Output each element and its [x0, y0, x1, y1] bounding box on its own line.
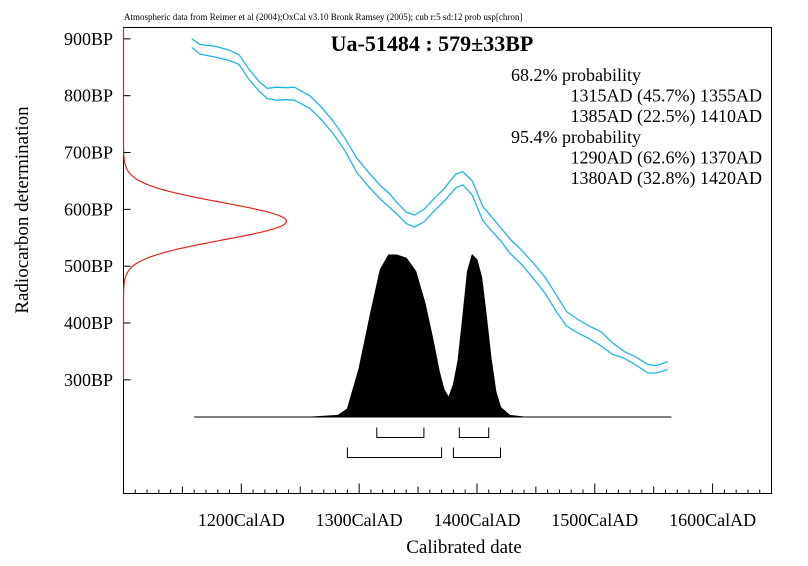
x-tick-label: 1400CalAD	[433, 510, 520, 530]
annotation-line: 95.4% probability	[511, 127, 641, 147]
y-tick-label: 600BP	[64, 199, 113, 219]
range-68-bracket	[376, 427, 425, 438]
calibration-curve-lower	[191, 46, 668, 374]
y-axis-title: Radiocarbon determination	[12, 106, 33, 314]
y-tick-label: 900BP	[64, 29, 113, 49]
x-tick-label: 1600CalAD	[669, 510, 756, 530]
radiocarbon-distribution-curve	[122, 27, 287, 380]
range-95-bracket	[452, 447, 501, 458]
chart-title: Ua-51484 : 579±33BP	[331, 31, 534, 56]
annotation-line: 1380AD (32.8%) 1420AD	[571, 168, 762, 189]
y-tick-label: 500BP	[64, 256, 113, 276]
x-tick-label: 1500CalAD	[551, 510, 638, 530]
range-95-bracket	[346, 447, 443, 458]
radiocarbon-distribution	[122, 27, 287, 380]
annotation-line: 1290AD (62.6%) 1370AD	[571, 147, 762, 168]
calibrated-distribution	[194, 254, 672, 418]
chart-credit: Atmospheric data from Reimer et al (2004…	[124, 12, 522, 22]
annotation-line: 1385AD (22.5%) 1410AD	[571, 106, 762, 127]
x-axis-title: Calibrated date	[406, 537, 522, 558]
annotation-line: 68.2% probability	[511, 65, 641, 85]
x-tick-label: 1200CalAD	[198, 510, 285, 530]
probability-ranges	[346, 427, 501, 458]
y-tick-label: 300BP	[64, 370, 113, 390]
annotation-line: 1315AD (45.7%) 1355AD	[571, 86, 762, 107]
x-axis: 1200CalAD 1300CalAD 1400CalAD 1500CalAD 1600…	[123, 483, 772, 530]
y-tick-label: 700BP	[64, 143, 113, 163]
x-tick-label: 1300CalAD	[316, 510, 403, 530]
y-axis: 900BP 800BP 700BP 600BP 500BP 400BP 300BP	[64, 29, 131, 390]
plot-frame	[123, 27, 772, 494]
y-tick-label: 400BP	[64, 313, 113, 333]
calibration-curve-upper	[191, 38, 669, 367]
calibration-curve	[191, 38, 669, 374]
calibrated-distribution-area	[194, 254, 672, 418]
y-tick-label: 800BP	[64, 86, 113, 106]
range-68-bracket	[458, 427, 490, 438]
